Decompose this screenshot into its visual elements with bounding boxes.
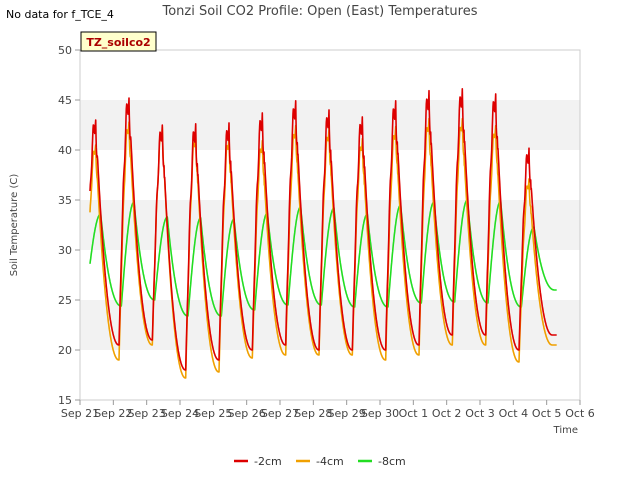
site-badge-box [80,31,157,52]
x-axis-label: Time [553,425,578,436]
y-tick-label: 20 [58,344,72,357]
x-tick-label: Oct 4 [499,407,529,420]
plot-frame [79,49,581,401]
x-tick-label: Sep 25 [194,407,232,420]
y-axis-label: Soil Temperature (C) [9,174,20,277]
site-badge-label: TZ_soilco2 [86,36,150,49]
x-tick-label: Oct 3 [465,407,495,420]
x-tick-label: Oct 6 [565,407,595,420]
y-tick-label: 40 [58,144,72,157]
no-data-note: No data for f_TCE_4 [6,8,114,21]
x-tick-label: Sep 21 [61,407,99,420]
y-tick-label: 50 [58,44,72,57]
grid-band [80,300,580,350]
x-tick-label: Sep 28 [294,407,332,420]
x-tick-label: Sep 27 [261,407,299,420]
x-tick-label: Sep 24 [161,407,199,420]
legend-label: -4cm [316,455,344,468]
y-tick-label: 30 [58,244,72,257]
y-axis: 15 20 25 30 35 40 45 50 [58,44,80,407]
x-tick-label: Sep 22 [94,407,132,420]
y-tick-label: 45 [58,94,72,107]
x-tick-label: Oct 1 [399,407,429,420]
y-tick-label: 15 [58,394,72,407]
site-badge: TZ_soilco2 [80,31,157,52]
chart-title: Tonzi Soil CO2 Profile: Open (East) Temp… [161,4,477,19]
x-tick-label: Oct 5 [532,407,562,420]
x-tick-label: Sep 29 [328,407,366,420]
x-tick-label: Sep 26 [228,407,266,420]
legend-label: -8cm [378,455,406,468]
x-tick-label: Oct 2 [432,407,462,420]
x-tick-label: Sep 30 [361,407,399,420]
series-lines [89,88,558,379]
y-tick-label: 35 [58,194,72,207]
legend: -2cm -4cm -8cm [234,455,406,468]
y-tick-label: 25 [58,294,72,307]
series-line-minus2cm [89,88,558,371]
legend-label: -2cm [254,455,282,468]
x-tick-label: Sep 23 [128,407,166,420]
